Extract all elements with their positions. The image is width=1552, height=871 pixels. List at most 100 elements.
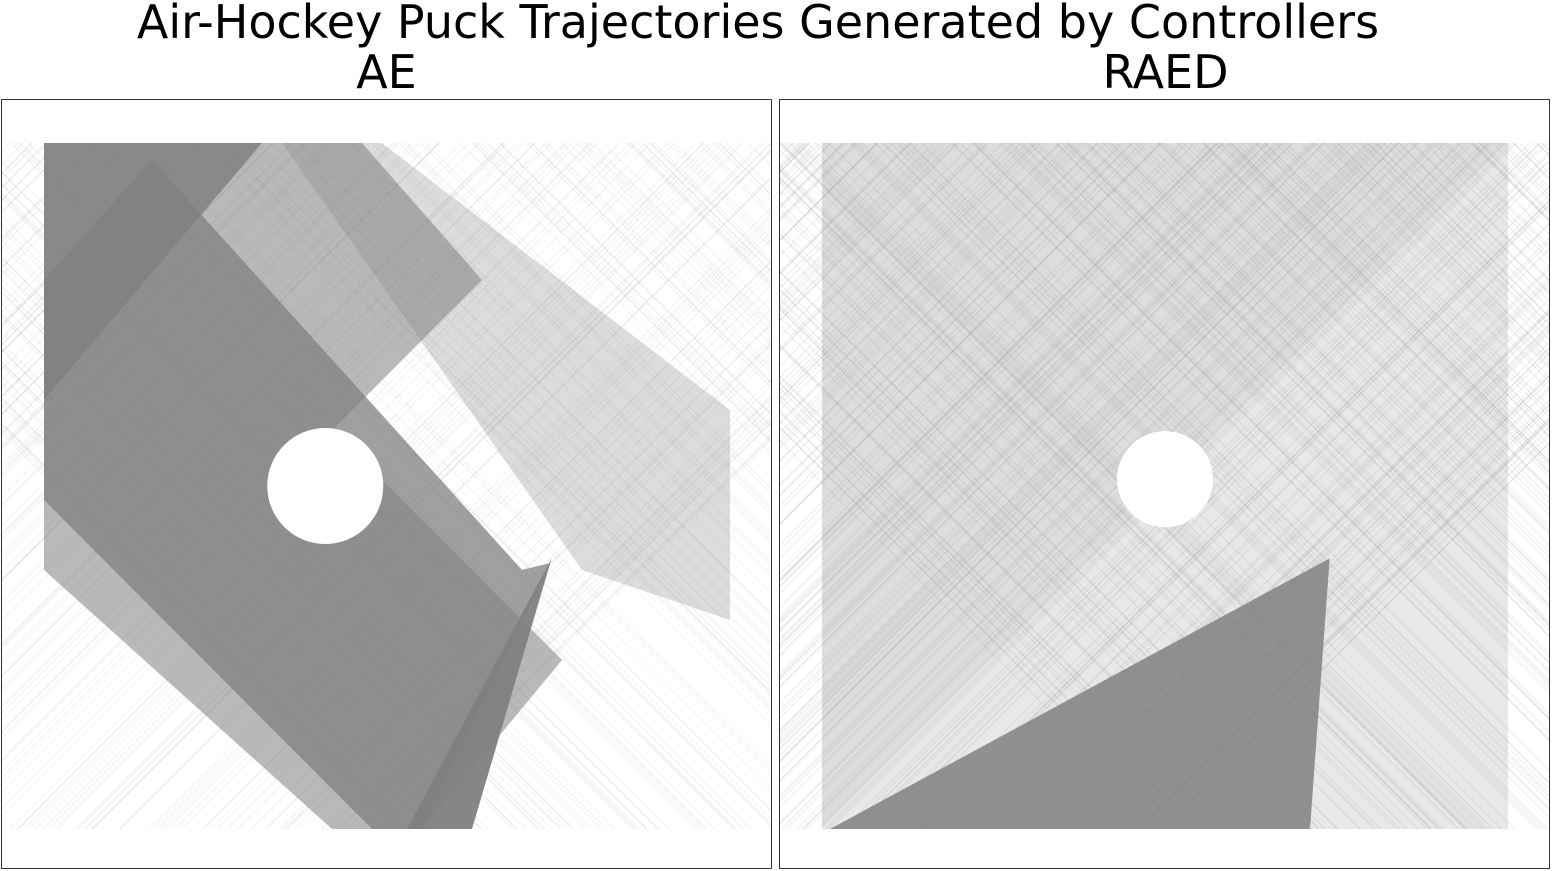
trajectory-segment: [1412, 142, 1549, 281]
trajectory-segment: [780, 142, 1022, 385]
trajectory-segment: [780, 168, 1441, 830]
trajectory-segment: [780, 170, 1438, 830]
trajectory-segment: [780, 142, 1027, 391]
trajectory-segment: [780, 142, 1122, 485]
trajectory-segment: [1146, 142, 1549, 546]
trajectory-segment: [650, 142, 771, 265]
trajectory-segment: [780, 142, 1314, 678]
trajectory-segment: [972, 142, 1549, 720]
trajectory-segment: [883, 142, 1549, 810]
trajectory-segment: [1361, 142, 1549, 331]
trajectory-segment: [780, 142, 926, 289]
trajectory-segment: [1219, 142, 1549, 473]
trajectory-segment: [890, 142, 1549, 802]
trajectory-segment: [780, 142, 1195, 559]
trajectory-segment: [654, 142, 771, 261]
trajectory-segment: [641, 142, 771, 273]
trajectory-segment: [886, 166, 1549, 830]
trajectory-segment: [1201, 142, 1549, 491]
trajectory-segment: [780, 142, 1211, 575]
ae-panel-title: AE: [356, 45, 417, 99]
trajectory-segment: [780, 142, 1260, 623]
trajectory-segment: [780, 142, 1368, 731]
trajectory-segment: [1009, 142, 1549, 684]
trajectory-segment: [1391, 142, 1549, 302]
trajectory-segment: [1086, 142, 1549, 606]
trajectory-segment: [1280, 142, 1549, 412]
trajectory-segment: [780, 142, 1099, 462]
trajectory-segment: [602, 142, 771, 312]
trajectory-segment: [780, 142, 1037, 400]
trajectory-segment: [780, 142, 1182, 546]
trajectory-segment: [780, 142, 1398, 762]
raed-trajectory-plot: [780, 142, 1549, 830]
trajectory-segment: [780, 142, 1419, 782]
trajectory-segment: [2, 142, 127, 269]
trajectory-segment: [576, 142, 771, 338]
trajectory-segment: [1188, 142, 1549, 504]
trajectory-segment: [780, 142, 1032, 396]
trajectory-segment: [780, 142, 944, 307]
trajectory-segment: [780, 149, 1459, 830]
trajectory-segment: [1029, 142, 1549, 663]
trajectory-segment: [1310, 142, 1549, 382]
trajectory-segment: [780, 142, 1325, 688]
trajectory-segment: [921, 142, 1549, 772]
trajectory-segment: [371, 142, 771, 544]
trajectory-segment: [1411, 142, 1549, 282]
trajectory-segment: [780, 142, 1356, 719]
trajectory-segment: [780, 142, 1294, 657]
trajectory-segment: [780, 142, 1418, 781]
trajectory-segment: [780, 142, 1311, 674]
figure-title: Air-Hockey Puck Trajectories Generated b…: [136, 0, 1380, 49]
trajectory-segment: [920, 199, 1549, 830]
trajectory-segment: [780, 142, 1148, 511]
raed-panel-title: RAED: [1102, 45, 1229, 99]
trajectory-segment: [419, 142, 771, 495]
trajectory-segment: [780, 142, 1341, 705]
trajectory-segment: [637, 142, 771, 278]
trajectory-segment: [1161, 142, 1549, 531]
trajectory-segment: [1359, 142, 1549, 334]
trajectory-segment: [780, 142, 1324, 688]
trajectory-segment: [628, 142, 771, 286]
trajectory-segment: [780, 142, 934, 297]
ae-dense-regions: [44, 143, 730, 829]
trajectory-segment: [1230, 142, 1549, 463]
trajectory-segment: [1070, 142, 1549, 623]
trajectory-segment: [530, 142, 771, 384]
trajectory-segment: [780, 142, 1283, 646]
trajectory-segment: [780, 142, 1315, 679]
trajectory-segment: [780, 142, 937, 300]
trajectory-segment: [903, 142, 1549, 790]
trajectory-segment: [780, 142, 1060, 423]
trajectory-segment: [780, 142, 1393, 756]
trajectory-segment: [1227, 142, 1549, 465]
trajectory-segment: [2, 142, 135, 276]
trajectory-segment: [780, 142, 1161, 524]
trajectory-segment: [780, 142, 1219, 582]
trajectory-segment: [882, 142, 1549, 811]
trajectory-segment: [476, 142, 771, 438]
trajectory-segment: [780, 165, 1444, 830]
trajectory-segment: [780, 142, 1225, 588]
trajectory-segment: [780, 142, 1380, 744]
trajectory-segment: [592, 142, 771, 323]
trajectory-segment: [780, 142, 1267, 630]
trajectory-segment: [1325, 142, 1549, 367]
trajectory-segment: [1215, 142, 1549, 477]
trajectory-segment: [780, 168, 1441, 830]
trajectory-segment: [1021, 142, 1549, 671]
trajectory-segment: [881, 160, 1549, 830]
trajectory-segment: [629, 142, 771, 285]
trajectory-segment: [1230, 142, 1549, 462]
trajectory-segment: [1375, 142, 1549, 318]
trajectory-segment: [780, 142, 1098, 462]
trajectory-segment: [898, 142, 1549, 794]
trajectory-segment: [780, 142, 1287, 650]
trajectory-segment: [952, 142, 1549, 740]
trajectory-segment: [379, 142, 771, 536]
trajectory-segment: [1102, 142, 1549, 590]
trajectory-segment: [1002, 142, 1549, 690]
trajectory-segment: [1432, 142, 1549, 260]
